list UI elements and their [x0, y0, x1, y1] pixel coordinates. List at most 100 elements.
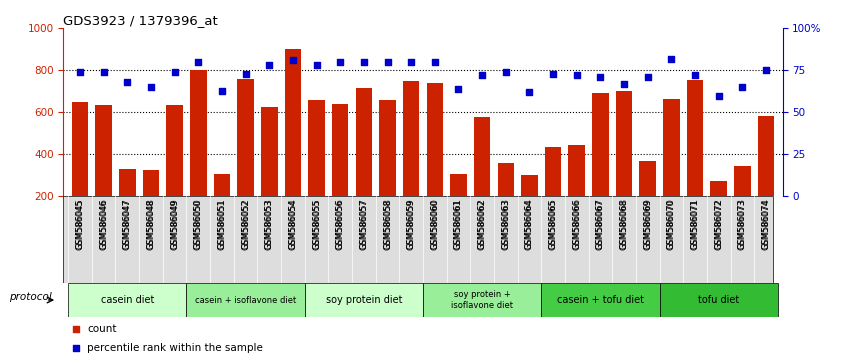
Bar — [734, 166, 750, 196]
Text: GSM586067: GSM586067 — [596, 199, 605, 250]
Point — [69, 345, 83, 351]
Point — [262, 63, 276, 68]
Text: GSM586071: GSM586071 — [690, 199, 700, 250]
Text: GSM586070: GSM586070 — [667, 198, 676, 249]
Text: GSM586060: GSM586060 — [431, 199, 439, 250]
Text: GSM586047: GSM586047 — [123, 198, 132, 249]
Point — [310, 63, 323, 68]
Point — [381, 59, 394, 65]
Bar — [687, 80, 703, 196]
Text: GSM586069: GSM586069 — [643, 198, 652, 249]
Text: GSM586054: GSM586054 — [288, 198, 298, 249]
Bar — [758, 115, 774, 196]
FancyBboxPatch shape — [660, 283, 777, 317]
Text: GSM586055: GSM586055 — [312, 198, 321, 249]
Text: GSM586045: GSM586045 — [75, 198, 85, 249]
Text: protocol: protocol — [9, 292, 52, 302]
Point — [239, 71, 252, 76]
Text: soy protein +
isoflavone diet: soy protein + isoflavone diet — [451, 290, 514, 310]
Point — [452, 86, 465, 92]
Text: GSM586058: GSM586058 — [383, 198, 392, 249]
Text: GSM586063: GSM586063 — [502, 199, 510, 250]
Bar — [143, 170, 159, 196]
Text: percentile rank within the sample: percentile rank within the sample — [87, 343, 263, 353]
Point — [570, 73, 584, 78]
Text: GSM586046: GSM586046 — [99, 198, 108, 249]
Text: GSM586065: GSM586065 — [548, 199, 558, 250]
FancyBboxPatch shape — [423, 283, 541, 317]
Point — [144, 84, 157, 90]
Text: GSM586046: GSM586046 — [99, 199, 108, 250]
Text: GSM586057: GSM586057 — [360, 198, 368, 249]
Text: GSM586071: GSM586071 — [690, 198, 700, 249]
Text: GSM586050: GSM586050 — [194, 198, 203, 249]
Text: GSM586072: GSM586072 — [714, 198, 723, 249]
Text: GSM586060: GSM586060 — [431, 198, 439, 249]
Text: GSM586052: GSM586052 — [241, 199, 250, 250]
Text: soy protein diet: soy protein diet — [326, 295, 402, 305]
Bar — [450, 175, 467, 196]
Bar — [238, 79, 254, 196]
Text: GSM586051: GSM586051 — [217, 199, 227, 250]
FancyBboxPatch shape — [69, 283, 186, 317]
Point — [97, 69, 111, 75]
Point — [689, 73, 702, 78]
Point — [618, 81, 631, 87]
Text: GSM586062: GSM586062 — [478, 199, 486, 250]
Text: GSM586061: GSM586061 — [454, 199, 463, 250]
Text: GSM586067: GSM586067 — [596, 198, 605, 249]
Bar — [355, 88, 372, 196]
Text: GSM586055: GSM586055 — [312, 199, 321, 250]
Text: GSM586049: GSM586049 — [170, 199, 179, 250]
Text: GSM586073: GSM586073 — [738, 199, 747, 250]
Text: GSM586048: GSM586048 — [146, 199, 156, 250]
Bar — [119, 169, 135, 196]
Text: GSM586062: GSM586062 — [478, 198, 486, 249]
Text: count: count — [87, 324, 117, 333]
Text: GSM586063: GSM586063 — [502, 198, 510, 249]
FancyBboxPatch shape — [186, 283, 305, 317]
Bar — [332, 104, 349, 196]
Text: GSM586059: GSM586059 — [407, 198, 415, 249]
Bar — [592, 93, 608, 196]
Text: GDS3923 / 1379396_at: GDS3923 / 1379396_at — [63, 14, 218, 27]
Text: casein diet: casein diet — [101, 295, 154, 305]
Bar — [308, 100, 325, 196]
Text: GSM586066: GSM586066 — [572, 199, 581, 250]
Text: GSM586054: GSM586054 — [288, 199, 298, 250]
Bar — [663, 99, 679, 196]
Point — [641, 74, 655, 80]
Point — [286, 57, 299, 63]
Bar — [379, 100, 396, 196]
Text: GSM586074: GSM586074 — [761, 199, 771, 250]
Text: GSM586057: GSM586057 — [360, 199, 368, 250]
Text: GSM586073: GSM586073 — [738, 198, 747, 249]
Bar — [403, 81, 420, 196]
Text: GSM586045: GSM586045 — [75, 199, 85, 250]
Bar — [261, 107, 277, 196]
Point — [475, 73, 489, 78]
Text: GSM586069: GSM586069 — [643, 199, 652, 250]
Text: GSM586053: GSM586053 — [265, 198, 274, 249]
Text: GSM586050: GSM586050 — [194, 199, 203, 250]
Text: GSM586047: GSM586047 — [123, 199, 132, 250]
Point — [547, 71, 560, 76]
Text: GSM586072: GSM586072 — [714, 199, 723, 250]
Text: tofu diet: tofu diet — [698, 295, 739, 305]
Text: GSM586049: GSM586049 — [170, 198, 179, 249]
Point — [168, 69, 181, 75]
Point — [499, 69, 513, 75]
Text: GSM586053: GSM586053 — [265, 199, 274, 250]
Point — [594, 74, 607, 80]
Point — [665, 56, 678, 62]
Text: GSM586048: GSM586048 — [146, 198, 156, 249]
Bar — [284, 49, 301, 196]
Bar — [711, 181, 727, 196]
Point — [523, 90, 536, 95]
Point — [191, 59, 205, 65]
FancyBboxPatch shape — [63, 196, 773, 283]
Point — [215, 88, 228, 93]
Bar — [640, 161, 656, 196]
Point — [74, 69, 87, 75]
Text: casein + tofu diet: casein + tofu diet — [557, 295, 644, 305]
